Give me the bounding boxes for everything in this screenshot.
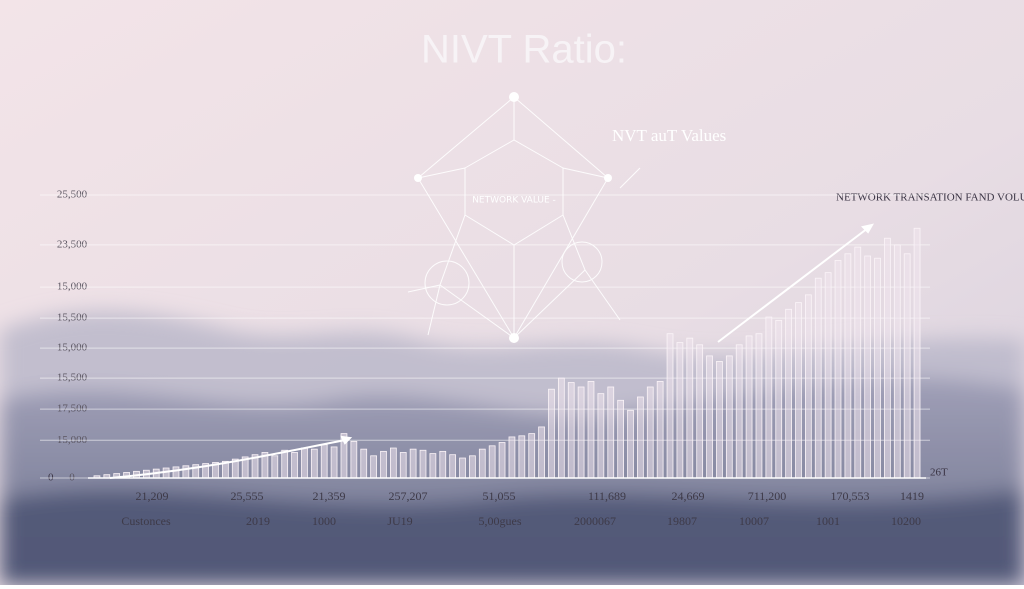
bar [370, 455, 377, 479]
bar [814, 277, 822, 479]
x-label: 5,00gues [479, 514, 522, 528]
bar [646, 386, 654, 479]
bar [884, 237, 891, 479]
x-label: 2000067 [574, 514, 616, 528]
bar [449, 454, 457, 479]
bar [469, 455, 476, 479]
x-label: 21,359 [313, 489, 346, 503]
bar [745, 335, 753, 479]
bar [716, 361, 723, 479]
bar [854, 246, 862, 479]
bar [874, 257, 881, 479]
bar [666, 333, 674, 479]
bar [607, 386, 615, 479]
bar [597, 393, 605, 479]
bar [686, 337, 694, 479]
bar [676, 342, 684, 479]
x-label: 51,055 [483, 489, 516, 503]
bar [795, 302, 802, 479]
annotation: NVT auT Values [612, 126, 726, 145]
bar [587, 381, 595, 479]
bar [538, 426, 545, 479]
bar [172, 466, 180, 479]
bar [765, 316, 773, 479]
bar [350, 440, 358, 479]
bar [913, 227, 921, 479]
bar [567, 382, 575, 479]
bar [637, 396, 644, 479]
bar [696, 344, 704, 479]
annotation: 26T [930, 467, 948, 479]
network-nodes [414, 92, 612, 343]
bar [271, 455, 279, 479]
x-label: 170,553 [831, 489, 870, 503]
bar [320, 444, 328, 479]
bar [834, 260, 842, 479]
bar [360, 448, 368, 479]
x-label: 111,689 [588, 489, 626, 503]
bar [330, 446, 338, 479]
bar [518, 435, 526, 479]
x-label: 1419 [900, 489, 924, 503]
annotation: NETWORK TRANSATION FAND VOLUNE [836, 192, 1024, 204]
x-label: 24,669 [672, 489, 705, 503]
plot: 015,00017,50015,50015,00015,50015,00023,… [40, 188, 930, 528]
x-label: 2019 [246, 514, 270, 528]
trend-arrows [109, 223, 874, 479]
bar [735, 344, 743, 479]
chart-title: NIVT Ratio: [421, 28, 627, 72]
x-label: 1001 [816, 514, 840, 528]
bar [805, 294, 812, 479]
bar [548, 388, 555, 479]
bar [390, 447, 397, 479]
x-label: 25,555 [231, 489, 264, 503]
bar [508, 436, 516, 479]
x-label: Custonces [121, 514, 171, 528]
bar [301, 447, 308, 479]
bar [577, 386, 585, 479]
bar [844, 253, 852, 479]
bar [409, 448, 417, 479]
bar [656, 381, 664, 479]
bar [893, 244, 901, 479]
bar [557, 377, 565, 479]
bar [380, 450, 387, 479]
bar [419, 449, 427, 479]
bar [824, 272, 832, 479]
bar [478, 448, 486, 479]
bar [706, 355, 713, 479]
x-label: 19807 [667, 514, 697, 528]
bar [775, 319, 783, 479]
diagram-label: NETWORK VALUE - [472, 196, 556, 206]
bar [617, 399, 624, 479]
bar [864, 255, 872, 479]
bar [903, 253, 911, 479]
x-label: 21,209 [136, 489, 169, 503]
bar [310, 448, 318, 479]
bar [725, 355, 733, 479]
bar [182, 465, 190, 479]
bar [498, 442, 506, 479]
bar [281, 449, 289, 479]
bar [429, 453, 437, 479]
network-diagram [407, 96, 641, 339]
x-label: 257,207 [389, 489, 428, 503]
bar [528, 433, 536, 479]
bar [755, 333, 763, 479]
x-label: 10007 [739, 514, 769, 528]
x-label: 1000 [312, 514, 336, 528]
x-label: 10200 [891, 514, 921, 528]
x-label: JU19 [387, 514, 412, 528]
bar [399, 452, 407, 479]
bar [785, 308, 792, 479]
bar [291, 452, 298, 479]
bar [627, 409, 634, 479]
bar [459, 457, 466, 479]
bar [439, 450, 447, 479]
x-label: 711,200 [748, 489, 787, 503]
bar [488, 445, 496, 479]
